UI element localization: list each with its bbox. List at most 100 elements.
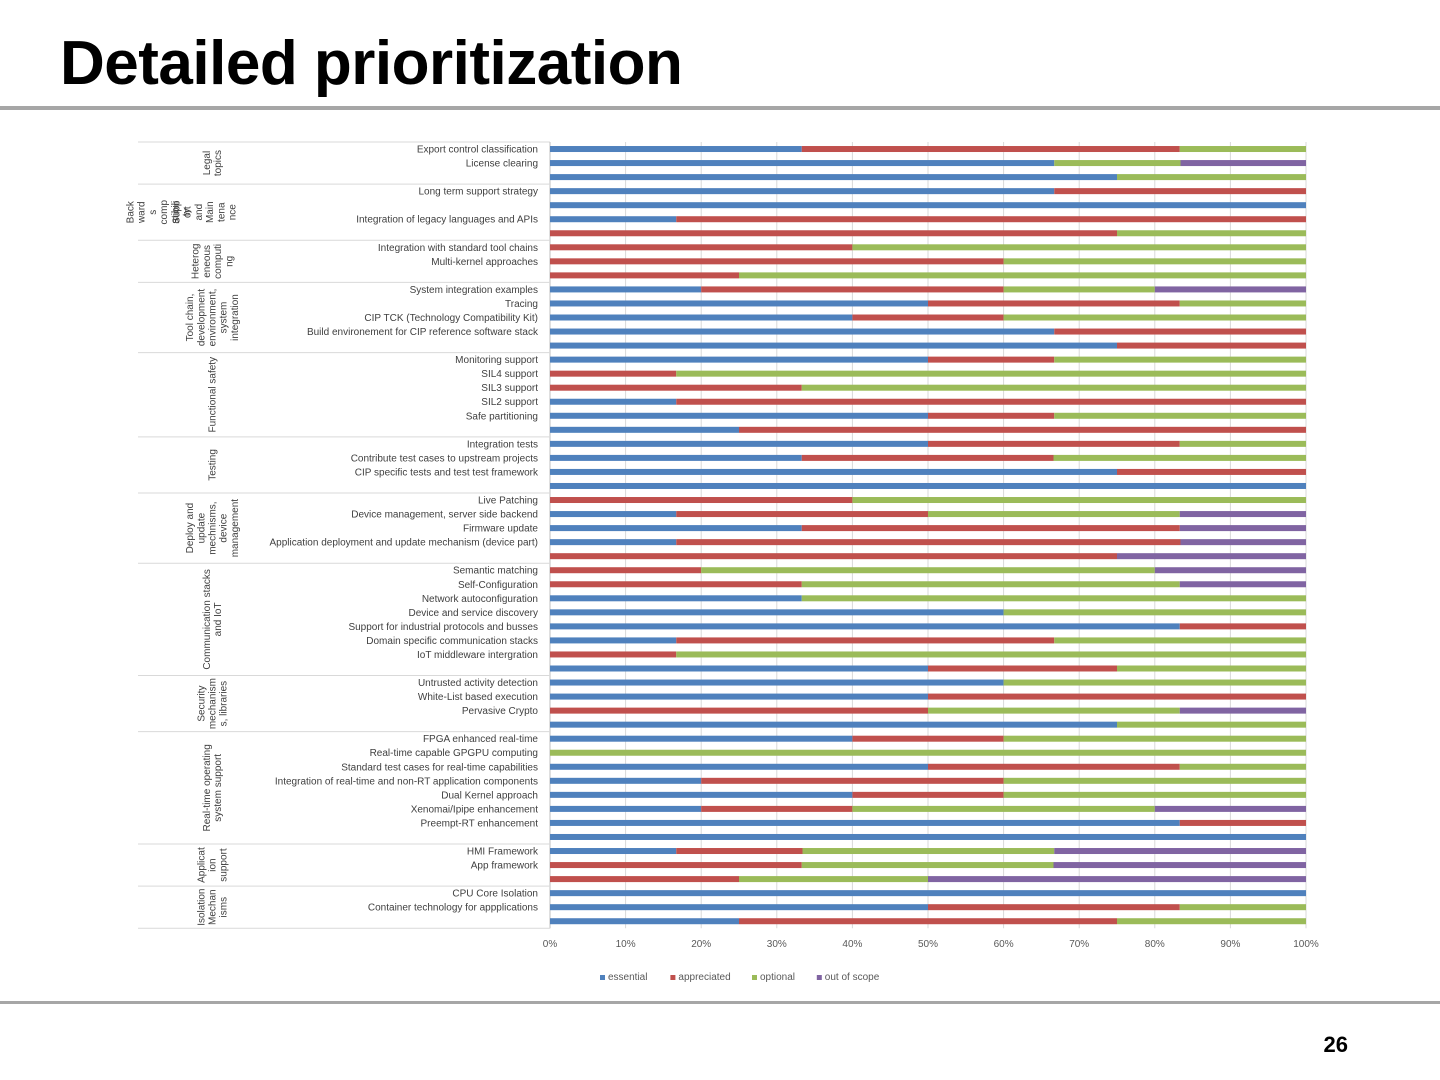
bar-segment-appreciated	[928, 904, 1180, 911]
group-label: Supp	[172, 200, 183, 224]
legend-swatch	[816, 975, 822, 980]
category-label: Build environement for CIP reference sof…	[307, 327, 539, 338]
x-tick-label: 20%	[691, 939, 711, 950]
bar-segment-optional	[1179, 146, 1306, 153]
bar-segment-optional	[1117, 721, 1306, 728]
group-label: Heterog	[191, 244, 202, 280]
bar-segment-out-of-scope	[1180, 539, 1306, 546]
group-label: ort	[183, 206, 194, 218]
x-tick-label: 70%	[1069, 939, 1089, 950]
category-label: Pervasive Crypto	[462, 706, 539, 717]
bar-segment-appreciated	[852, 791, 1004, 798]
x-tick-label: 50%	[918, 939, 938, 950]
category-label: White-List based execution	[418, 692, 538, 703]
bar-segment-optional	[1003, 735, 1306, 742]
group-label: Back	[126, 200, 137, 223]
bar-segment-essential	[550, 819, 1180, 826]
bar-segment-optional	[550, 749, 1306, 756]
group-label: Legal	[202, 151, 213, 175]
bar-segment-essential	[550, 609, 1004, 616]
bar-segment-appreciated	[1179, 623, 1306, 630]
bar-segment-essential	[550, 679, 1004, 686]
bar-segment-essential	[550, 721, 1117, 728]
category-label: Untrusted activity detection	[418, 678, 538, 689]
bar-segment-optional	[1053, 454, 1306, 461]
category-label: SIL3 support	[481, 383, 538, 394]
group-label: ion	[208, 858, 219, 871]
bar-segment-essential	[550, 539, 677, 546]
bar-segment-essential	[550, 791, 853, 798]
category-label: Integration with standard tool chains	[378, 243, 538, 254]
bar-segment-appreciated	[550, 567, 702, 574]
legend-swatch	[670, 975, 676, 980]
group-label: development	[196, 289, 207, 346]
x-tick-label: 60%	[994, 939, 1014, 950]
group-label: and IoT	[213, 602, 224, 636]
group-label: update	[196, 512, 207, 543]
category-label: CPU Core Isolation	[452, 889, 538, 900]
bar-segment-essential	[550, 440, 928, 447]
bar-segment-essential	[550, 188, 1055, 195]
bar-segment-optional	[1003, 314, 1306, 321]
stacked-bar-chart: 0% 10% 20% 30% 40% 50% 60% 70% 80% 90% 100% Export …	[126, 141, 1319, 983]
legend-entry: essential	[608, 972, 647, 983]
bar-segment-optional	[928, 511, 1180, 518]
slide-title: Detailed prioritization	[60, 29, 683, 98]
category-label: SIL4 support	[481, 369, 538, 380]
bar-segment-optional	[1054, 160, 1181, 167]
category-label: Real-time capable GPGPU computing	[370, 748, 538, 759]
category-label: Export control classification	[417, 145, 538, 156]
bar-segment-essential	[550, 286, 702, 293]
bar-segment-essential	[550, 693, 928, 700]
bar-segment-essential	[550, 300, 928, 307]
bar-segment-essential	[550, 525, 802, 532]
bar-segment-appreciated	[550, 651, 677, 658]
bar-segment-essential	[550, 160, 1055, 167]
category-label: Multi-kernel approaches	[431, 257, 538, 268]
legend-entry: appreciated	[678, 972, 730, 983]
bar-segment-appreciated	[1179, 819, 1306, 826]
group-label: Mechan	[208, 889, 219, 925]
legend-entry: optional	[760, 972, 795, 983]
bar-segment-appreciated	[852, 735, 1004, 742]
bar-segment-optional	[1003, 679, 1306, 686]
bar-segment-essential	[550, 342, 1117, 349]
bar-segment-appreciated	[739, 918, 1117, 925]
group-label: Security	[196, 686, 207, 722]
group-label: isms	[219, 897, 230, 918]
bar-segment-essential	[550, 202, 1306, 209]
group-label: device	[219, 513, 230, 542]
bar-segment-appreciated	[676, 398, 1306, 405]
group-label: Tool chain,	[185, 294, 196, 342]
bar-segment-out-of-scope	[928, 876, 1306, 883]
bar-segment-essential	[550, 777, 702, 784]
bar-segment-essential	[550, 426, 739, 433]
bar-segment-out-of-scope	[1054, 848, 1306, 855]
bar-segment-essential	[550, 174, 1117, 181]
bar-segment-optional	[1117, 174, 1306, 181]
bar-segment-essential	[550, 637, 677, 644]
bar-segment-out-of-scope	[1180, 160, 1306, 167]
category-label: Live Patching	[478, 496, 538, 507]
group-label: tena	[216, 202, 227, 222]
category-label: Preempt-RT enhancement	[421, 818, 539, 829]
bar-segment-appreciated	[550, 876, 739, 883]
footer-divider	[0, 1001, 1440, 1004]
category-label: Network autoconfiguration	[422, 594, 538, 605]
category-label: Contribute test cases to upstream projec…	[351, 453, 538, 464]
bar-segment-appreciated	[739, 426, 1306, 433]
category-label: Safe partitioning	[466, 411, 538, 422]
group-label: Testing	[208, 449, 219, 481]
category-label: Firmware update	[463, 524, 538, 535]
category-label: Standard test cases for real-time capabi…	[341, 762, 538, 773]
bar-segment-optional	[1003, 286, 1155, 293]
bar-segment-appreciated	[550, 707, 928, 714]
group-label: Functional safety	[208, 357, 219, 433]
group-label: eneous	[202, 245, 213, 278]
bar-segment-optional	[1003, 791, 1306, 798]
group-label: ward	[137, 201, 148, 224]
bar-segment-essential	[550, 623, 1180, 630]
bar-segment-appreciated	[852, 314, 1004, 321]
category-label: Monitoring support	[455, 355, 538, 366]
bar-segment-optional	[1003, 258, 1306, 265]
